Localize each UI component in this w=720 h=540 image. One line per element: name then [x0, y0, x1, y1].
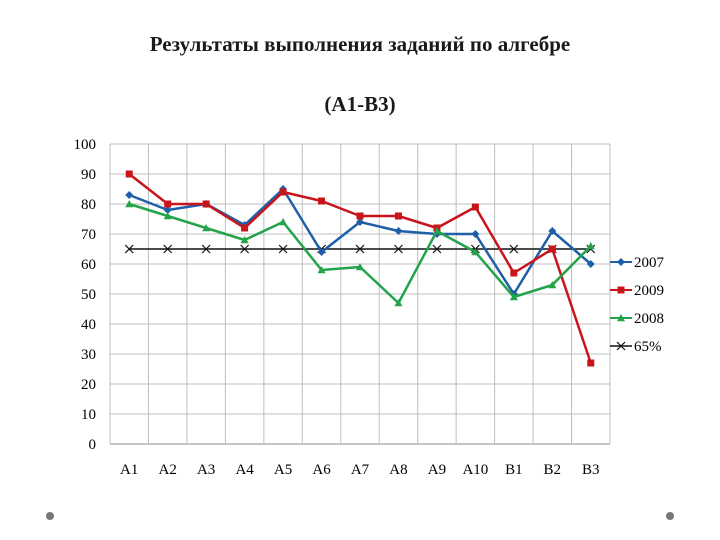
- data-point-2009: [318, 197, 326, 205]
- y-tick-label: 50: [81, 287, 96, 303]
- y-tick-label: 10: [81, 407, 96, 423]
- x-tick-label: В1: [505, 462, 523, 478]
- data-point-2007: [125, 191, 134, 199]
- data-point-65%: [509, 244, 519, 254]
- data-point-2009: [471, 203, 479, 211]
- x-tick-label: А7: [351, 462, 370, 478]
- data-point-2009: [587, 359, 595, 367]
- y-tick-label: 70: [81, 227, 96, 243]
- legend-marker-2008: [617, 314, 625, 322]
- y-tick-label: 30: [81, 347, 96, 363]
- data-point-2009: [202, 200, 210, 208]
- y-tick-label: 80: [81, 197, 96, 213]
- data-point-2009: [125, 170, 133, 178]
- data-point-2007: [586, 260, 595, 268]
- data-point-2009: [356, 212, 364, 220]
- y-tick-label: 100: [74, 137, 97, 153]
- data-point-2008: [202, 224, 211, 232]
- data-point-2009: [241, 224, 249, 232]
- chart-subtitle: (А1-В3): [324, 92, 396, 116]
- data-point-2009: [394, 212, 402, 220]
- legend-label-2008: 2008: [634, 311, 664, 327]
- data-point-2007: [548, 227, 557, 235]
- data-point-2009: [548, 245, 556, 253]
- data-point-2008: [548, 281, 557, 289]
- data-point-2007: [317, 248, 326, 256]
- data-point-2008: [586, 242, 595, 250]
- legend-marker-2007: [617, 258, 625, 266]
- y-tick-label: 20: [81, 377, 96, 393]
- data-point-2008: [394, 299, 403, 307]
- x-tick-label: В3: [582, 462, 600, 478]
- data-point-65%: [394, 244, 403, 254]
- data-point-65%: [432, 244, 442, 254]
- chart-title: Результаты выполнения заданий по алгебре: [149, 32, 571, 56]
- legend-label-2007: 2007: [634, 255, 665, 271]
- data-point-65%: [163, 244, 173, 254]
- y-tick-label: 90: [81, 167, 96, 183]
- legend-label-65%: 65%: [634, 339, 662, 355]
- x-tick-label: А2: [159, 462, 177, 478]
- legend-marker-65%: [616, 341, 626, 351]
- data-point-65%: [124, 244, 134, 254]
- data-point-65%: [278, 244, 288, 254]
- left-decorative-dot: [46, 512, 54, 520]
- data-point-2009: [164, 200, 172, 208]
- y-tick-label: 0: [89, 437, 97, 453]
- data-point-2008: [432, 227, 441, 235]
- data-point-2007: [394, 227, 403, 235]
- data-point-2008: [240, 236, 249, 244]
- data-point-2007: [356, 218, 364, 226]
- data-point-2009: [279, 188, 287, 196]
- y-tick-label: 40: [81, 317, 96, 333]
- data-point-2007: [163, 206, 172, 214]
- legend-label-2009: 2009: [634, 283, 664, 299]
- data-point-2008: [317, 266, 326, 274]
- data-point-65%: [240, 244, 250, 254]
- x-tick-label: А8: [389, 462, 407, 478]
- data-point-2008: [356, 263, 364, 271]
- data-point-65%: [355, 244, 365, 254]
- data-point-65%: [201, 244, 211, 254]
- y-tick-label: 60: [81, 257, 96, 273]
- x-tick-label: А1: [120, 462, 138, 478]
- data-point-2008: [279, 218, 288, 226]
- data-point-2009: [510, 269, 518, 277]
- data-point-2008: [125, 200, 134, 208]
- x-tick-label: А9: [428, 462, 446, 478]
- legend-marker-2009: [617, 286, 625, 294]
- x-tick-label: А10: [462, 462, 488, 478]
- x-tick-label: А4: [235, 462, 254, 478]
- x-tick-label: А5: [274, 462, 292, 478]
- data-point-2008: [163, 212, 172, 220]
- data-point-2007: [471, 230, 480, 238]
- x-tick-label: А3: [197, 462, 215, 478]
- data-point-2008: [471, 248, 480, 256]
- x-tick-label: В2: [544, 462, 562, 478]
- data-point-2008: [509, 293, 518, 301]
- right-decorative-dot: [666, 512, 674, 520]
- x-tick-label: А6: [312, 462, 331, 478]
